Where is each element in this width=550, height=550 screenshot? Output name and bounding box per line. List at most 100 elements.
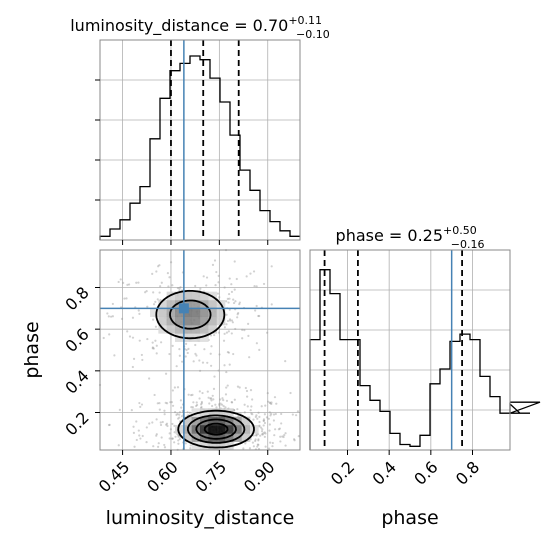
- sample-point: [256, 417, 259, 420]
- phase-ytick-label: 0.8: [61, 283, 92, 314]
- sample-point: [153, 393, 156, 397]
- sample-point: [166, 424, 169, 428]
- sample-point: [263, 421, 267, 425]
- sample-point: [168, 276, 171, 279]
- sample-point: [233, 409, 236, 412]
- sample-point: [171, 437, 174, 440]
- sample-point: [237, 414, 240, 418]
- ld-tick-label: 0.60: [143, 457, 182, 496]
- sample-point: [138, 312, 141, 315]
- sample-point: [212, 398, 215, 401]
- sample-point: [209, 352, 212, 355]
- density-cell: [200, 291, 209, 301]
- sample-point: [217, 369, 220, 372]
- sample-point: [200, 405, 203, 409]
- sample-point: [171, 437, 174, 440]
- sample-point: [227, 330, 230, 333]
- phase-title-minus: −0.16: [451, 238, 485, 251]
- sample-point: [263, 431, 266, 434]
- sample-point: [137, 429, 140, 432]
- sample-point: [203, 348, 206, 351]
- sample-point: [283, 433, 286, 437]
- sample-point: [141, 358, 144, 362]
- ld-title-minus: −0.10: [296, 28, 330, 41]
- sample-point: [232, 301, 236, 305]
- density-cell: [200, 333, 209, 342]
- sample-point: [205, 276, 209, 279]
- sample-point: [258, 314, 261, 318]
- sample-point: [257, 411, 260, 414]
- sample-point: [184, 355, 187, 358]
- sample-point: [255, 285, 258, 288]
- sample-point: [220, 403, 224, 406]
- phase-xtick-label: 0.8: [452, 457, 483, 488]
- sample-point: [270, 303, 273, 306]
- joint-frame: [99, 249, 301, 451]
- sample-point: [228, 363, 231, 366]
- ld-hist-frame: [99, 39, 301, 241]
- sample-point: [241, 328, 244, 332]
- sample-point: [171, 404, 175, 407]
- sample-point: [225, 323, 228, 326]
- sample-point: [201, 361, 205, 364]
- phase-ytick-label: 0.2: [61, 408, 92, 439]
- phase-xtick-label: 0.4: [369, 457, 400, 488]
- sample-point: [236, 316, 239, 319]
- sample-point: [237, 311, 240, 315]
- sample-point: [198, 390, 201, 393]
- sample-point: [244, 442, 247, 445]
- phase-title-plus: +0.50: [443, 224, 477, 237]
- contour-line: [155, 290, 255, 449]
- density-cell: [175, 325, 184, 334]
- density-cell: [175, 316, 184, 326]
- sample-point: [277, 428, 280, 431]
- density-cell: [208, 441, 217, 451]
- sample-point: [177, 442, 180, 445]
- sample-point: [219, 402, 222, 405]
- density-cell: [208, 433, 217, 442]
- sample-point: [268, 411, 271, 414]
- sample-point: [255, 304, 258, 308]
- sample-point: [230, 283, 233, 286]
- sample-point: [211, 394, 214, 397]
- sample-point: [226, 351, 230, 354]
- sample-point: [244, 386, 247, 390]
- sample-point: [154, 325, 158, 328]
- density-cell: [191, 416, 201, 426]
- sample-point: [228, 308, 231, 311]
- density-cell: [166, 325, 176, 334]
- sample-point: [177, 439, 180, 442]
- sample-point: [218, 404, 221, 407]
- sample-point: [233, 398, 236, 401]
- density-cell: [216, 408, 226, 417]
- sample-point: [171, 284, 174, 287]
- sample-point: [255, 414, 258, 417]
- density-cell: [216, 425, 226, 434]
- density-cell: [225, 425, 234, 434]
- density-cell: [208, 300, 217, 309]
- density-cell: [208, 408, 217, 417]
- density-cell: [191, 433, 201, 442]
- sample-point: [258, 415, 261, 418]
- sample-point: [165, 402, 169, 405]
- sample-point: [195, 401, 198, 404]
- sample-point: [230, 319, 234, 322]
- sample-point: [228, 277, 231, 280]
- density-cell: [158, 308, 167, 317]
- sample-point: [159, 421, 162, 424]
- sample-point: [264, 404, 267, 407]
- density-cell: [208, 416, 217, 426]
- contour-line: [203, 422, 229, 436]
- sample-point: [238, 301, 241, 304]
- sample-point: [146, 305, 149, 308]
- density-cell: [200, 308, 209, 317]
- sample-point: [214, 403, 217, 406]
- sample-point: [160, 436, 163, 439]
- sample-point: [248, 447, 252, 450]
- sample-point: [225, 386, 228, 389]
- ld-tick-label: 0.45: [95, 457, 134, 496]
- sample-point: [156, 298, 159, 301]
- density-cell: [241, 433, 251, 442]
- sample-point: [250, 405, 253, 408]
- sample-point: [177, 435, 180, 438]
